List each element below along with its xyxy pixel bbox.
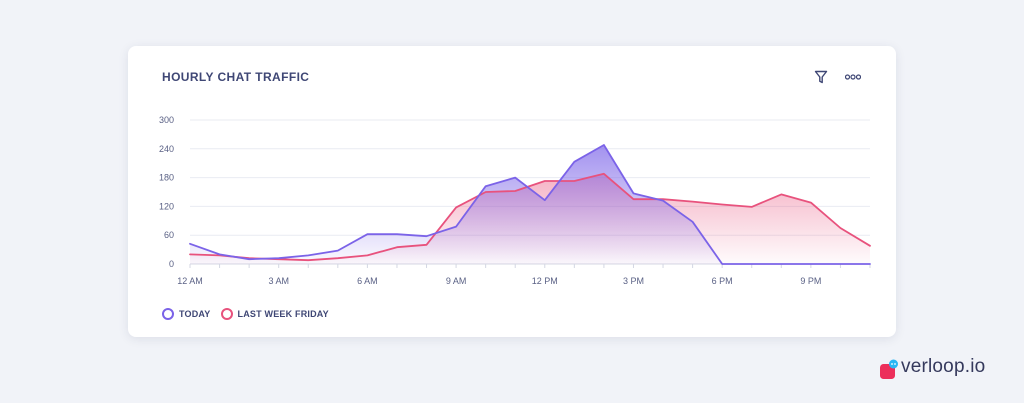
filter-button[interactable] bbox=[812, 68, 830, 86]
legend-label-last-week-friday: LAST WEEK FRIDAY bbox=[237, 309, 329, 319]
y-tick-label-60: 60 bbox=[164, 230, 174, 240]
chart-title: HOURLY CHAT TRAFFIC bbox=[162, 70, 310, 84]
brand-name: verloop.io bbox=[901, 356, 986, 377]
legend-label-today: TODAY bbox=[179, 309, 211, 319]
x-tick-label-12-pm: 12 PM bbox=[532, 276, 558, 286]
x-tick-label-6-pm: 6 PM bbox=[712, 276, 733, 286]
legend-item-today[interactable]: TODAY bbox=[162, 308, 211, 320]
x-tick-label-3-pm: 3 PM bbox=[623, 276, 644, 286]
chart-legend: TODAY LAST WEEK FRIDAY bbox=[162, 308, 329, 320]
area-today bbox=[190, 145, 870, 264]
y-tick-label-300: 300 bbox=[159, 115, 174, 125]
y-tick-label-240: 240 bbox=[159, 144, 174, 154]
x-tick-label-12-am: 12 AM bbox=[177, 276, 203, 286]
filter-icon bbox=[814, 70, 828, 84]
line-last-week-friday bbox=[189, 172, 871, 262]
y-tick-label-0: 0 bbox=[169, 259, 174, 269]
legend-marker-last-week-friday bbox=[220, 308, 233, 320]
line-today bbox=[189, 144, 871, 265]
chart-card: HOURLY CHAT TRAFFIC bbox=[128, 46, 896, 337]
chart-toolbar bbox=[812, 68, 862, 86]
brand-logo: verloop.io bbox=[880, 356, 986, 379]
more-horizontal-icon bbox=[845, 74, 861, 80]
hourly-traffic-chart: 0 60 120 180 240 300 12 AM 3 AM 6 AM 9 AM 12 PM 3 P… bbox=[159, 115, 871, 286]
legend-item-last-week-friday[interactable]: LAST WEEK FRIDAY bbox=[220, 308, 329, 320]
more-options-button[interactable] bbox=[844, 68, 862, 86]
x-tick-label-3-am: 3 AM bbox=[268, 276, 289, 286]
legend-marker-today bbox=[162, 308, 174, 320]
y-tick-label-120: 120 bbox=[159, 201, 174, 211]
x-tick-label-9-pm: 9 PM bbox=[800, 276, 821, 286]
verloop-logo-icon bbox=[880, 359, 898, 379]
y-tick-label-180: 180 bbox=[159, 173, 174, 183]
x-tick-label-6-am: 6 AM bbox=[357, 276, 378, 286]
x-tick-label-9-am: 9 AM bbox=[446, 276, 467, 286]
